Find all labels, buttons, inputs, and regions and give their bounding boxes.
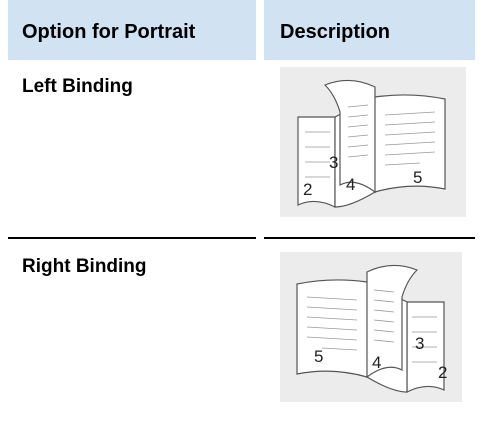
header-text: Description xyxy=(280,21,390,43)
book-page xyxy=(323,79,376,194)
page-number: 3 xyxy=(415,334,424,353)
header-cell xyxy=(8,0,256,60)
option-label: Left Binding xyxy=(22,76,133,97)
text-lines xyxy=(306,289,437,363)
text-lines xyxy=(305,104,436,178)
book-page xyxy=(366,264,419,379)
page-number: 4 xyxy=(346,175,355,194)
option-label: Right Binding xyxy=(22,256,147,277)
page-number: 5 xyxy=(413,168,422,187)
right-binding-image xyxy=(280,252,462,402)
page-number: 3 xyxy=(329,153,338,172)
page-number: 2 xyxy=(303,180,312,199)
page-number: 5 xyxy=(314,347,323,366)
header-cell xyxy=(264,0,475,60)
page-number: 4 xyxy=(372,353,381,372)
left-binding-image xyxy=(280,67,466,217)
page-number: 2 xyxy=(438,363,447,382)
header-text: Option for Portrait xyxy=(22,21,196,43)
